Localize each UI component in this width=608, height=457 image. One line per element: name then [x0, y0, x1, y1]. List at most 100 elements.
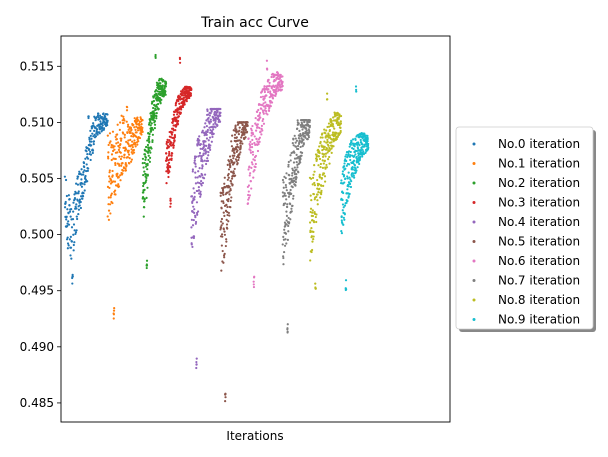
- data-point: [218, 120, 222, 123]
- data-point: [102, 127, 106, 130]
- data-point: [250, 134, 253, 137]
- data-point: [237, 133, 240, 136]
- data-point: [293, 151, 296, 154]
- data-point: [328, 162, 331, 165]
- data-point: [65, 238, 69, 241]
- data-point: [321, 149, 324, 152]
- legend-marker: [472, 181, 476, 185]
- data-point: [267, 88, 270, 91]
- data-point: [124, 169, 128, 172]
- data-point: [230, 159, 233, 163]
- data-point: [247, 193, 250, 197]
- data-point: [203, 173, 207, 176]
- data-point: [341, 170, 344, 173]
- data-point: [129, 131, 132, 134]
- data-point: [113, 148, 116, 151]
- data-point: [164, 85, 167, 88]
- data-point: [282, 181, 285, 184]
- data-point: [341, 203, 345, 206]
- data-point: [227, 211, 230, 215]
- data-point: [69, 235, 72, 239]
- data-point: [286, 238, 289, 242]
- data-point: [169, 202, 172, 205]
- data-point: [165, 152, 168, 155]
- data-point: [224, 400, 227, 403]
- data-point: [193, 198, 196, 201]
- data-point: [185, 100, 188, 103]
- data-point: [264, 105, 267, 108]
- data-point: [339, 129, 342, 133]
- data-point: [285, 172, 288, 175]
- data-point: [143, 153, 147, 156]
- data-point: [164, 90, 167, 93]
- data-point: [355, 155, 358, 159]
- data-point: [70, 226, 74, 229]
- data-point: [281, 75, 284, 78]
- data-point: [353, 176, 356, 179]
- data-point: [263, 90, 266, 94]
- data-point: [196, 213, 199, 216]
- data-point: [335, 131, 338, 134]
- data-point: [146, 173, 149, 176]
- data-point: [115, 138, 118, 141]
- data-point: [177, 115, 181, 118]
- data-point: [324, 155, 327, 158]
- data-point: [292, 161, 296, 164]
- data-point: [168, 150, 171, 154]
- data-point: [248, 174, 251, 177]
- data-point: [252, 285, 256, 289]
- data-point: [101, 124, 104, 127]
- data-point: [201, 165, 204, 168]
- data-point: [147, 137, 151, 140]
- legend-marker: [472, 201, 476, 204]
- data-point: [121, 161, 124, 165]
- data-point: [320, 184, 323, 187]
- data-point: [129, 160, 133, 163]
- data-point: [339, 122, 343, 125]
- data-point: [250, 129, 253, 132]
- data-point: [180, 108, 183, 111]
- data-point: [111, 201, 114, 205]
- data-point: [73, 241, 76, 244]
- data-point: [104, 115, 107, 119]
- data-point: [219, 226, 223, 230]
- data-point: [291, 142, 294, 145]
- data-point: [347, 195, 350, 198]
- data-point: [289, 218, 292, 221]
- data-point: [327, 125, 331, 128]
- data-point: [201, 174, 204, 177]
- data-point: [205, 137, 209, 140]
- data-point: [106, 113, 109, 116]
- data-point: [289, 159, 292, 162]
- legend-entry: No.3 iteration: [498, 196, 580, 210]
- data-point: [227, 200, 230, 203]
- data-point: [191, 245, 194, 249]
- data-point: [128, 157, 131, 160]
- data-point: [311, 211, 314, 214]
- data-point: [265, 87, 268, 90]
- data-point: [252, 283, 255, 286]
- data-point: [320, 176, 323, 180]
- data-point: [205, 144, 208, 147]
- data-point: [151, 140, 154, 144]
- data-point: [169, 166, 172, 169]
- data-point: [108, 132, 112, 135]
- data-point: [212, 123, 215, 126]
- data-point: [292, 144, 295, 147]
- data-point: [212, 132, 215, 135]
- data-point: [114, 157, 117, 161]
- data-point: [330, 141, 333, 144]
- data-point: [269, 100, 272, 103]
- data-point: [287, 216, 290, 220]
- data-point: [214, 126, 217, 129]
- data-point: [123, 136, 126, 139]
- data-point: [247, 196, 251, 199]
- data-point: [137, 119, 140, 122]
- data-point: [90, 126, 94, 129]
- data-point: [327, 144, 330, 147]
- data-point: [353, 145, 356, 148]
- data-point: [225, 203, 228, 207]
- data-point: [345, 288, 348, 291]
- data-point: [310, 250, 313, 254]
- data-point: [118, 146, 121, 149]
